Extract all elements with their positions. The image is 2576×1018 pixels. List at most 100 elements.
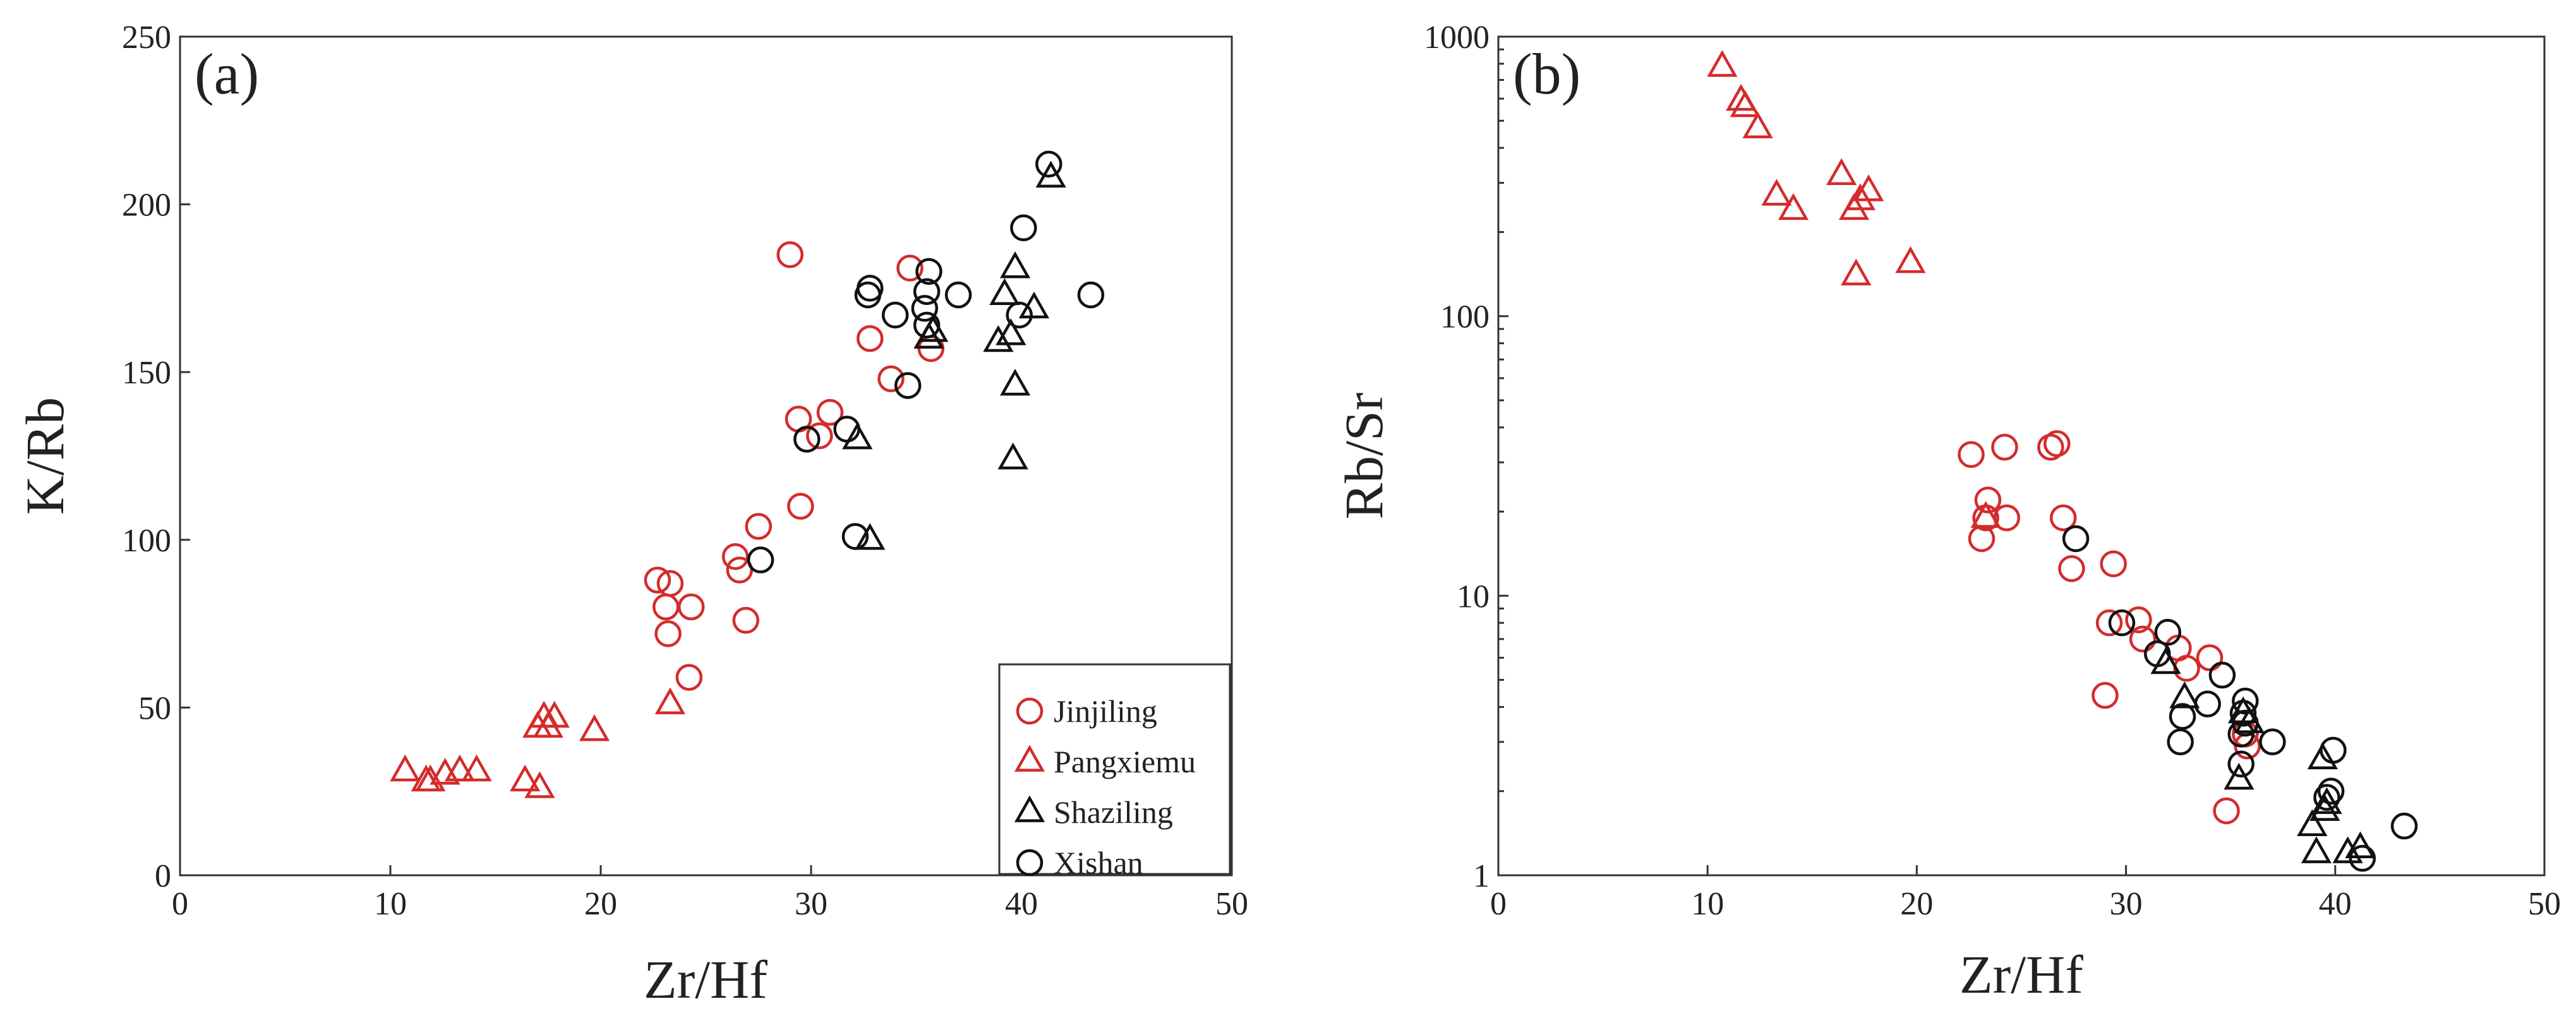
panel-b-y-axis-title: Rb/Sr bbox=[1333, 393, 1394, 520]
point-xishan bbox=[913, 278, 941, 305]
point-pangxiemu bbox=[510, 764, 541, 792]
panel-b-marks bbox=[1707, 50, 2418, 872]
point-pangxiemu bbox=[1707, 50, 1738, 77]
point-pangxiemu bbox=[390, 754, 421, 782]
point-xishan bbox=[2232, 687, 2259, 715]
point-jinjiling bbox=[721, 543, 749, 570]
point-pangxiemu bbox=[524, 771, 555, 798]
y-tick-label: 10 bbox=[1457, 578, 1490, 614]
legend-marker-pangxiemu bbox=[1014, 745, 1045, 772]
y-tick-label: 100 bbox=[122, 523, 171, 559]
point-jinjiling bbox=[856, 325, 884, 352]
point-pangxiemu bbox=[654, 687, 685, 714]
point-xishan bbox=[881, 301, 909, 329]
x-tick-label: 0 bbox=[172, 886, 188, 922]
legend-entry-jinjiling: Jinjiling bbox=[1016, 693, 1157, 729]
point-jinjiling bbox=[896, 254, 924, 282]
point-jinjiling bbox=[2095, 609, 2123, 637]
y-tick-label: 1 bbox=[1473, 858, 1490, 894]
point-xishan bbox=[747, 546, 774, 573]
x-tick-label: 50 bbox=[1215, 886, 1248, 922]
x-tick-label: 40 bbox=[1005, 886, 1038, 922]
point-jinjiling bbox=[2129, 625, 2157, 653]
point-xishan bbox=[911, 295, 939, 322]
point-xishan bbox=[913, 311, 941, 339]
point-shaziling bbox=[2307, 742, 2338, 770]
x-tick-label: 20 bbox=[1900, 886, 1933, 922]
point-xishan bbox=[2390, 812, 2418, 840]
point-xishan bbox=[833, 416, 860, 443]
point-pangxiemu bbox=[539, 700, 570, 728]
point-xishan bbox=[2227, 750, 2255, 778]
y-tick-label: 50 bbox=[138, 690, 171, 726]
point-xishan bbox=[2169, 703, 2196, 730]
legend-label: Shaziling bbox=[1054, 794, 1173, 830]
point-shaziling bbox=[983, 325, 1014, 352]
panel-b-x-axis-title: Zr/Hf bbox=[1959, 944, 2083, 1005]
point-xishan bbox=[1077, 281, 1105, 309]
x-tick-label: 30 bbox=[2110, 886, 2143, 922]
y-tick-label: 0 bbox=[155, 858, 171, 894]
point-pangxiemu bbox=[1895, 246, 1926, 273]
legend-entry-xishan: Xishan bbox=[1016, 845, 1143, 880]
point-xishan bbox=[1010, 214, 1037, 242]
point-jinjiling bbox=[787, 493, 814, 520]
panel-a-x-axis-title: Zr/Hf bbox=[644, 949, 767, 1010]
legend-label: Xishan bbox=[1054, 845, 1143, 880]
point-jinjiling bbox=[776, 241, 803, 268]
point-jinjiling bbox=[654, 620, 682, 647]
point-shaziling bbox=[855, 523, 886, 550]
x-tick-label: 30 bbox=[795, 886, 828, 922]
point-xishan bbox=[1006, 301, 1033, 329]
point-jinjiling bbox=[726, 556, 754, 584]
panel-a: 0 10 20 30 40 50 0 50 100 150 200 250 (a) Zr/Hf K/R… bbox=[15, 20, 1248, 1010]
point-shaziling bbox=[2169, 681, 2200, 709]
point-xishan bbox=[915, 258, 942, 285]
point-xishan bbox=[854, 281, 882, 309]
point-pangxiemu bbox=[461, 754, 492, 782]
y-tick-label: 150 bbox=[122, 355, 171, 391]
panel-b-ticks: 0 10 20 30 40 50 1 10 100 1000 bbox=[1424, 20, 2561, 922]
y-tick-label: 200 bbox=[122, 188, 171, 224]
point-shaziling bbox=[999, 251, 1031, 278]
point-shaziling bbox=[997, 442, 1028, 470]
point-jinjiling bbox=[677, 593, 705, 621]
point-shaziling bbox=[2301, 836, 2332, 863]
point-shaziling bbox=[2311, 787, 2342, 814]
point-xishan bbox=[894, 372, 922, 399]
point-shaziling bbox=[989, 278, 1020, 305]
point-shaziling bbox=[2297, 809, 2328, 836]
y-tick-label: 100 bbox=[1440, 299, 1490, 335]
point-shaziling bbox=[2345, 831, 2376, 858]
point-pangxiemu bbox=[1853, 174, 1884, 201]
point-jinjiling bbox=[877, 365, 905, 393]
point-jinjiling bbox=[806, 422, 833, 450]
legend-entry-pangxiemu: Pangxiemu bbox=[1014, 744, 1196, 779]
legend-label: Jinjiling bbox=[1054, 693, 1157, 729]
point-pangxiemu bbox=[444, 754, 475, 782]
point-pangxiemu bbox=[579, 714, 610, 741]
legend-label: Pangxiemu bbox=[1054, 744, 1196, 779]
point-pangxiemu bbox=[1761, 179, 1792, 206]
point-xishan bbox=[2320, 736, 2347, 764]
point-xishan bbox=[2194, 690, 2222, 717]
x-tick-label: 10 bbox=[374, 886, 407, 922]
point-pangxiemu bbox=[1838, 193, 1870, 220]
point-pangxiemu bbox=[1742, 111, 1773, 139]
point-xishan bbox=[2227, 721, 2255, 748]
point-jinjiling bbox=[732, 607, 760, 634]
point-jinjiling bbox=[2058, 555, 2085, 582]
point-jinjiling bbox=[2213, 797, 2240, 825]
legend-marker-xishan bbox=[1016, 849, 1044, 877]
point-pangxiemu bbox=[415, 764, 446, 792]
y-tick-label: 250 bbox=[122, 20, 171, 56]
point-jinjiling bbox=[2037, 433, 2064, 461]
x-tick-label: 10 bbox=[1691, 886, 1724, 922]
point-xishan bbox=[944, 281, 972, 309]
point-xishan bbox=[2317, 777, 2345, 805]
point-xishan bbox=[2154, 618, 2182, 646]
point-pangxiemu bbox=[1730, 90, 1760, 117]
point-shaziling bbox=[999, 368, 1031, 396]
